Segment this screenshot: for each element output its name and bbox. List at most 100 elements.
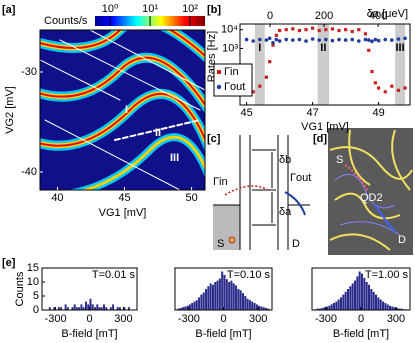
x-tick-label: -300	[178, 313, 200, 325]
point	[274, 37, 279, 42]
diagram-label: Γin	[213, 176, 228, 188]
bar	[82, 307, 85, 310]
bar	[239, 290, 242, 310]
y-tick-label: 10³	[222, 42, 238, 54]
x-tick-label: 300	[114, 313, 132, 325]
point	[390, 84, 394, 88]
x-tick-label: -300	[315, 313, 337, 325]
colorbar-tick-label: 10¹	[142, 3, 158, 15]
annotation: I	[125, 104, 128, 116]
annotation: III	[170, 152, 179, 164]
energy-diagram	[213, 135, 310, 250]
point	[363, 32, 368, 36]
x2-axis-label: δa [μeV]	[367, 8, 408, 20]
bar	[184, 306, 187, 310]
diagram-label: Γout	[290, 172, 311, 184]
point	[337, 28, 341, 33]
point	[277, 39, 282, 43]
point	[357, 39, 361, 43]
x-axis-label: VG1 [mV]	[99, 207, 147, 219]
point	[264, 38, 269, 42]
panel-label: [a]	[2, 4, 16, 16]
point	[337, 37, 341, 42]
y-tick-label: 5	[33, 290, 39, 302]
point	[363, 37, 368, 42]
bar	[246, 298, 249, 310]
bar	[105, 307, 108, 310]
diagram-label: QD2	[360, 192, 383, 204]
legend-label: Γin	[224, 66, 239, 78]
bar	[347, 289, 350, 310]
bar	[326, 306, 329, 310]
point	[367, 48, 371, 52]
bar	[53, 307, 56, 310]
bar	[319, 308, 322, 310]
point	[304, 28, 308, 32]
bar	[375, 294, 378, 310]
bar	[370, 289, 373, 310]
y-tick-label: -30	[21, 66, 37, 78]
bar	[223, 275, 226, 310]
point	[311, 26, 315, 30]
point	[317, 28, 321, 33]
y-tick-label: 10⁴	[221, 24, 238, 36]
x-tick-label: 47	[306, 107, 318, 119]
bar	[57, 307, 60, 310]
bar	[71, 307, 74, 310]
region-label: I	[258, 42, 261, 54]
bar	[335, 301, 338, 310]
point	[251, 90, 255, 94]
x-tick-label: 0	[358, 313, 364, 325]
y-tick-label: 10	[27, 276, 39, 288]
bar	[382, 301, 385, 310]
bar	[398, 308, 401, 310]
point	[258, 37, 262, 42]
annotation: II	[155, 127, 161, 139]
legend-box	[213, 63, 253, 97]
region	[317, 24, 330, 105]
bar	[191, 303, 194, 310]
bar	[87, 304, 90, 310]
y-tick-label: -40	[21, 166, 37, 178]
bar	[188, 304, 191, 310]
point	[343, 38, 348, 42]
bar	[205, 289, 208, 310]
point	[370, 39, 374, 44]
bar	[80, 304, 83, 310]
point	[330, 27, 335, 31]
bar	[75, 307, 78, 310]
x-axis-label: B-field [mT]	[195, 328, 251, 340]
point	[373, 37, 378, 42]
panel-label: [c]	[207, 133, 221, 145]
point	[284, 28, 288, 32]
x-tick-label: 300	[249, 313, 267, 325]
point	[396, 37, 401, 41]
device-image	[328, 128, 413, 255]
x2-tick-label: 200	[315, 10, 333, 22]
bar	[265, 307, 268, 310]
bar	[84, 301, 87, 310]
bar	[186, 305, 189, 310]
point	[330, 38, 335, 43]
bar	[253, 303, 256, 310]
x-axis-label: B-field [mT]	[333, 328, 389, 340]
point	[370, 69, 374, 74]
bar	[337, 299, 340, 310]
bar	[235, 285, 238, 310]
x-tick-label: 0	[86, 313, 92, 325]
bar	[207, 286, 210, 310]
diagram-label: δb	[279, 154, 291, 166]
bar	[98, 307, 101, 310]
point	[317, 38, 322, 42]
bar	[116, 307, 119, 310]
bar	[258, 305, 261, 310]
bar	[389, 305, 392, 310]
bar	[200, 294, 203, 310]
bar	[248, 300, 251, 310]
bar	[228, 282, 231, 310]
point	[324, 28, 328, 32]
panel-label: [e]	[2, 257, 16, 269]
point	[403, 36, 407, 41]
point	[297, 28, 302, 33]
colorbar-tick-label: 10²	[182, 3, 198, 15]
